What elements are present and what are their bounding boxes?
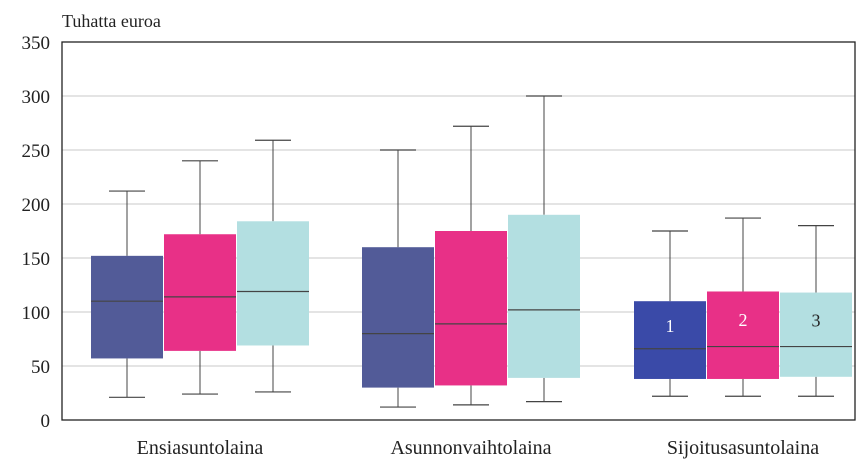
box-2-ensiasuntolaina	[164, 160, 236, 395]
box-body	[634, 301, 706, 379]
box-3-ensiasuntolaina	[237, 139, 309, 393]
y-axis-unit-label: Tuhatta euroa	[62, 11, 161, 31]
box-number-label-2: 2	[739, 310, 748, 330]
box-number-label-3: 3	[812, 311, 821, 331]
box-series: 1 2 3	[91, 95, 852, 408]
y-tick-label-250: 250	[22, 141, 51, 162]
box-body	[508, 214, 580, 378]
box-body	[164, 234, 236, 351]
series-2: 2	[164, 125, 779, 406]
box-1-ensiasuntolaina	[91, 190, 163, 398]
box-1-asunnonvaihtolaina	[362, 149, 434, 408]
box-2-sijoitusasuntolaina: 2	[707, 217, 779, 397]
category-label-sijoitusasuntolaina: Sijoitusasuntolaina	[667, 437, 819, 459]
box-1-sijoitusasuntolaina: 1	[634, 230, 706, 397]
y-tick-label-50: 50	[31, 357, 50, 378]
box-body	[780, 292, 852, 377]
box-body	[91, 255, 163, 359]
y-tick-label-350: 350	[22, 33, 51, 54]
box-body	[435, 231, 507, 386]
y-tick-label-0: 0	[41, 411, 51, 432]
series-1: 1	[91, 149, 706, 408]
series-3: 3	[237, 95, 852, 403]
box-2-asunnonvaihtolaina	[435, 125, 507, 406]
box-body	[237, 221, 309, 346]
y-tick-label-200: 200	[22, 195, 51, 216]
box-body	[707, 291, 779, 379]
plot-frame	[61, 41, 856, 421]
axes	[61, 41, 856, 421]
category-label-asunnonvaihtolaina: Asunnonvaihtolaina	[390, 437, 551, 459]
box-body	[362, 247, 434, 388]
y-tick-label-150: 150	[22, 249, 51, 270]
box-3-sijoitusasuntolaina: 3	[780, 225, 852, 397]
category-label-ensiasuntolaina: Ensiasuntolaina	[137, 437, 264, 459]
box-3-asunnonvaihtolaina	[508, 95, 580, 403]
y-tick-labels: 0 50 100 150 200 250 300 350	[22, 33, 51, 432]
box-number-label-1: 1	[666, 316, 675, 336]
y-tick-label-300: 300	[22, 87, 51, 108]
category-labels: Ensiasuntolaina Asunnonvaihtolaina Sijoitu…	[137, 437, 820, 459]
y-tick-label-100: 100	[22, 303, 51, 324]
